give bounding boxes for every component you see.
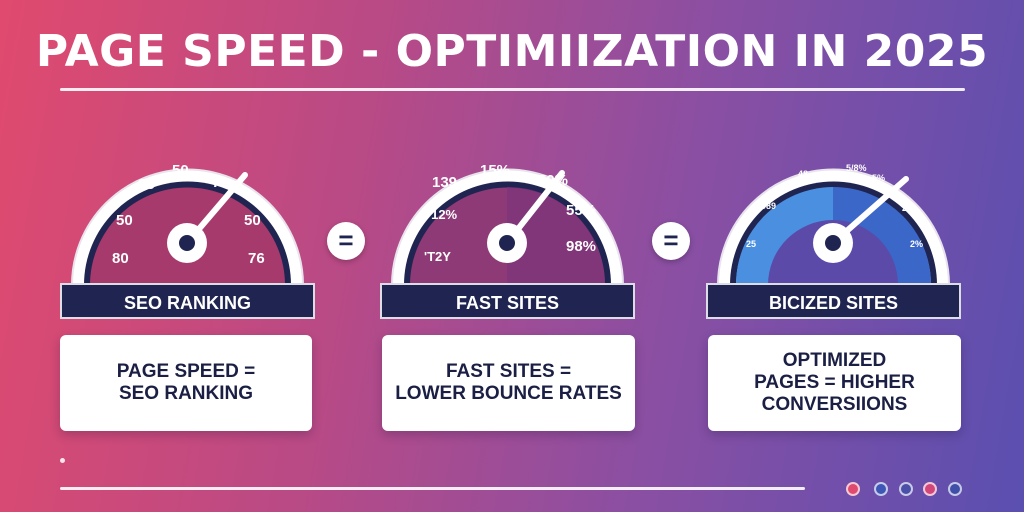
bottom-divider <box>60 487 805 490</box>
band-label: FAST SITES <box>380 283 635 319</box>
description-box: PAGE SPEED = SEO RANKING <box>60 335 312 431</box>
gauge-label: 50 <box>244 212 261 229</box>
band-label: SEO RANKING <box>60 283 315 319</box>
speedometer-gauge-2: 'T2Y '12% 139 15% 50% 55% 98% <box>390 162 625 286</box>
card-seo-ranking: 80 50 35 50 71 50 76 SEO RANKING PAGE SP… <box>60 135 315 435</box>
gauge-label: 71 <box>212 174 229 191</box>
twitter-icon[interactable] <box>874 482 888 496</box>
gauge-label: 50 <box>116 212 133 229</box>
band-label: BICIZED SITES <box>706 283 961 319</box>
card-optimized-pages: 25 1989 48 5/8% 5% 2% 2% BICIZED SITES O… <box>706 135 961 435</box>
gauge-label: 48 <box>798 169 808 179</box>
description-line: CONVERSIIONS <box>761 394 908 415</box>
page-title: PAGE SPEED - OPTIMIIZATION IN 2025 <box>35 26 989 77</box>
title-divider <box>60 88 965 91</box>
gauge-label: 55% <box>566 202 596 219</box>
gauge-label: 98% <box>566 238 596 255</box>
linkedin-icon[interactable] <box>948 482 962 496</box>
description-box: OPTIMIZED PAGES = HIGHER CONVERSIIONS <box>708 335 961 431</box>
gauge-label: 76 <box>248 250 265 267</box>
pinterest-icon[interactable] <box>846 482 860 496</box>
equals-icon: = <box>652 222 690 260</box>
equals-icon: = <box>327 222 365 260</box>
gauge-label: 25 <box>746 239 756 249</box>
gauge-label: 2% <box>910 239 923 249</box>
description-line: OPTIMIZED <box>782 350 887 371</box>
speedometer-gauge-3: 25 1989 48 5/8% 5% 2% 2% <box>716 163 951 286</box>
gauge-label: 'T2Y <box>424 249 451 264</box>
description-line: LOWER BOUNCE RATES <box>395 383 622 404</box>
gauge-label: 2% <box>902 203 915 213</box>
description-line: FAST SITES = <box>445 361 572 382</box>
gauge-label: 15% <box>480 162 510 179</box>
description-box: FAST SITES = LOWER BOUNCE RATES <box>382 335 635 431</box>
gauge-label: 1989 <box>756 201 776 211</box>
instagram-icon[interactable] <box>923 482 937 496</box>
facebook-icon[interactable] <box>899 482 913 496</box>
decorative-dot <box>60 458 65 463</box>
gauge-label: 50 <box>172 162 189 179</box>
gauge-label: 35 <box>138 176 155 193</box>
description-line: PAGE SPEED = <box>116 361 256 382</box>
speedometer-gauge-1: 80 50 35 50 71 50 76 <box>70 162 305 286</box>
gauge-label: 80 <box>112 250 129 267</box>
gauge-label: '12% <box>428 207 458 222</box>
card-fast-sites: 'T2Y '12% 139 15% 50% 55% 98% FAST SITES… <box>380 135 635 435</box>
gauge-label: 5% <box>872 173 885 183</box>
gauge-label: 5/8% <box>846 163 867 173</box>
description-line: PAGES = HIGHER <box>754 372 915 393</box>
gauge-label: 139 <box>432 174 457 191</box>
description-line: SEO RANKING <box>118 383 254 404</box>
